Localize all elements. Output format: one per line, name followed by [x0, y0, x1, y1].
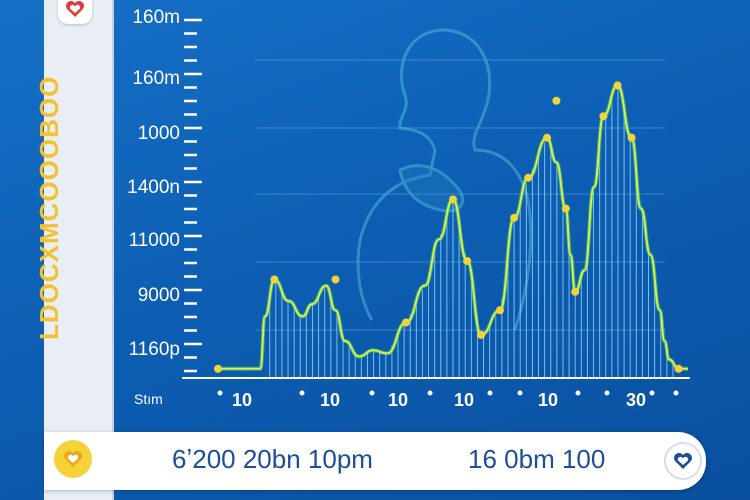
human-silhouette-graphic [356, 28, 533, 331]
data-point [214, 364, 222, 373]
x-axis-dot [217, 390, 223, 396]
x-axis-dot [604, 390, 610, 396]
x-axis-dot [649, 390, 655, 396]
grid-lines [255, 59, 665, 331]
bottom-info-bar [44, 432, 706, 490]
data-point [599, 112, 608, 121]
x-tick-label: 10 [538, 390, 559, 410]
x-axis-label: Stım [134, 391, 163, 407]
x-tick-label: 30 [626, 390, 647, 410]
data-point [477, 330, 486, 339]
x-axis-dot [299, 390, 305, 396]
x-axis-dot [673, 390, 679, 396]
x-axis-dot [427, 390, 433, 396]
left-sidebar [44, 0, 114, 500]
data-markers [214, 81, 683, 373]
x-axis-dots [217, 390, 679, 396]
x-tick-label: 10 [388, 390, 409, 410]
data-point [496, 306, 504, 315]
y-tick-label: 1160p [128, 339, 180, 360]
data-point [510, 213, 519, 222]
y-tick-label: 11000 [128, 230, 180, 251]
data-point [543, 133, 551, 142]
x-tick-label: 10 [320, 390, 341, 410]
data-point [524, 173, 533, 182]
y-axis-ticks [184, 18, 202, 373]
data-point [402, 318, 410, 327]
x-axis-dot [487, 390, 493, 396]
data-point [674, 364, 683, 373]
data-point [270, 275, 279, 284]
heart-icon[interactable] [54, 440, 92, 478]
data-point [627, 133, 636, 142]
x-axis-dot [517, 390, 523, 396]
x-tick-label: 10 [232, 390, 253, 410]
y-tick-label: 160m [132, 7, 180, 28]
y-tick-label: 9000 [137, 285, 180, 306]
data-point [463, 256, 472, 265]
data-point [571, 287, 580, 296]
y-tick-label: 1000 [137, 123, 180, 144]
heart-icon[interactable] [58, 0, 92, 24]
bottom-right-text: 16 0bm 100 [468, 444, 606, 474]
data-point [449, 195, 457, 204]
data-point [552, 96, 561, 105]
y-tick-label: 160m [132, 68, 180, 89]
x-axis-dot [369, 390, 375, 396]
data-point [613, 81, 622, 90]
data-point [561, 204, 570, 213]
x-tick-label: 10 [454, 390, 475, 410]
vertical-fill-lines [269, 87, 674, 378]
data-point [331, 275, 340, 284]
heart-icon[interactable] [664, 442, 702, 480]
y-tick-label: 1400n [127, 177, 180, 198]
x-axis-dot [575, 390, 581, 396]
bottom-left-text: 6ʼ200 20bn 10pm [172, 444, 373, 474]
